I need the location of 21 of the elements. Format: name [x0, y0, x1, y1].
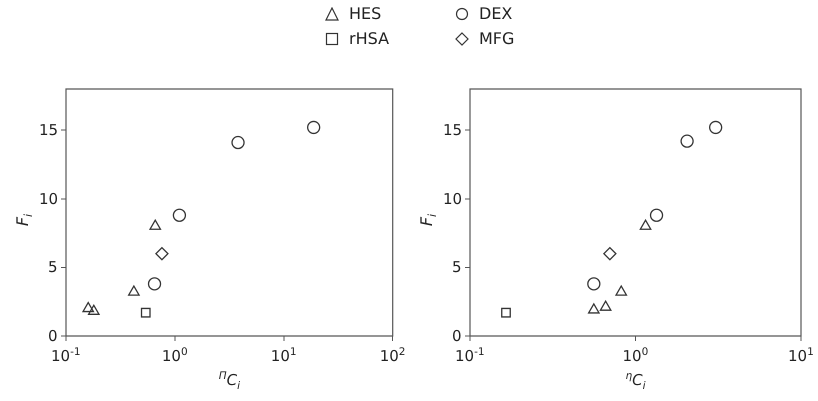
legend-label: DEX — [479, 4, 512, 23]
y-tick-label: 0 — [48, 327, 58, 345]
x-tick-label: 10$^{1}$ — [270, 345, 297, 365]
y-tick-label: 10 — [443, 190, 462, 208]
x-axis-title: $^{η}$C$_{i}$ — [625, 370, 646, 392]
x-tick-label: 10$^{0}$ — [162, 345, 188, 365]
legend-label: MFG — [479, 29, 514, 48]
legend-label: HES — [349, 4, 382, 23]
y-tick-label: 15 — [443, 121, 462, 140]
x-tick-label: 10$^{0}$ — [622, 345, 648, 365]
x-tick-label: 10$^{-1}$ — [455, 345, 485, 365]
y-tick-label: 0 — [452, 327, 462, 345]
x-tick-label: 10$^{2}$ — [380, 345, 406, 365]
x-tick-label: 10$^{1}$ — [788, 345, 814, 365]
y-tick-label: 10 — [39, 190, 58, 208]
x-tick-label: 10$^{-1}$ — [51, 345, 81, 365]
y-tick-label: 5 — [48, 258, 58, 276]
y-tick-label: 15 — [39, 121, 58, 140]
x-axis-title: $^{Π}$C$_{i}$ — [218, 370, 240, 392]
legend-label: rHSA — [349, 29, 390, 48]
y-tick-label: 5 — [452, 258, 462, 276]
